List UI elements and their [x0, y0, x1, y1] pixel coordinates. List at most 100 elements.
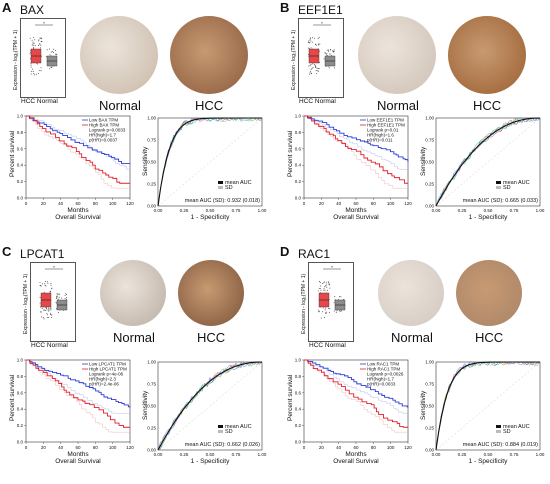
- roc-legend-mean-swatch: [496, 425, 501, 428]
- km-xtick-label: 20: [41, 201, 47, 206]
- tumor-point: [312, 63, 314, 65]
- tumor-point: [319, 43, 321, 45]
- tumor-point: [32, 41, 34, 43]
- tumor-point: [315, 43, 317, 45]
- tumor-point: [50, 309, 52, 311]
- roc-xlabel: 1 - Specificity: [469, 458, 508, 465]
- normal-point: [50, 66, 52, 68]
- tumor-point: [328, 284, 330, 286]
- sig-star: *: [43, 21, 45, 26]
- km-legend-entry: p(HR)=0.0037: [89, 138, 118, 143]
- tumor-point: [326, 289, 328, 291]
- tumor-point: [40, 311, 42, 313]
- km-ytick-label: 1.0: [295, 358, 302, 363]
- tumor-point: [327, 281, 329, 283]
- km-legend-entry: p(HR)=0.0033: [367, 382, 396, 387]
- tumor-point: [30, 73, 32, 75]
- tumor-point: [39, 37, 41, 39]
- boxplot-svg: *: [307, 21, 336, 75]
- km-xtick-label: 40: [58, 201, 64, 206]
- roc-ytick-label: 0.00: [425, 204, 434, 209]
- tumor-point: [323, 282, 325, 284]
- normal-point: [56, 308, 58, 310]
- normal-point: [331, 54, 333, 56]
- km-xtick-label: 40: [58, 445, 64, 450]
- km-xtick-label: 100: [387, 201, 395, 206]
- km-legend-entry: Low LPCAT1 TPM: [89, 362, 126, 367]
- tumor-point: [318, 44, 320, 46]
- normal-point: [66, 294, 68, 296]
- tumor-point: [317, 290, 319, 292]
- roc-mean-curve: [435, 117, 541, 207]
- gene-name: RAC1: [298, 247, 331, 261]
- km-legend-entry: High EEF1E1 TPM: [367, 123, 405, 128]
- roc-legend-sd-swatch: [496, 430, 501, 433]
- tumor-point: [310, 68, 312, 70]
- tumor-point: [311, 41, 313, 43]
- km-xtick-label: 80: [93, 201, 99, 206]
- normal-point: [334, 296, 336, 298]
- roc-legend-sd-swatch: [496, 186, 501, 189]
- roc-xtick-label: 1.00: [536, 452, 545, 457]
- roc-mean-curve: [157, 361, 263, 451]
- tumor-point: [324, 281, 326, 283]
- sig-star: *: [53, 265, 55, 270]
- km-xlabel-months: Months: [345, 207, 367, 214]
- tumor-point: [318, 43, 320, 45]
- tumor-point: [48, 307, 50, 309]
- km-xlabel-months: Months: [67, 451, 89, 458]
- roc-ytick-label: 0.25: [147, 182, 156, 187]
- km-legend-entry: HR(high)=1.6: [367, 133, 394, 138]
- tumor-point: [315, 70, 317, 72]
- normal-point: [55, 301, 57, 303]
- roc-mean-curve: [435, 361, 540, 451]
- normal-point: [45, 56, 47, 58]
- tumor-point: [322, 307, 324, 309]
- tumor-point: [318, 281, 320, 283]
- tumor-point: [29, 51, 31, 53]
- roc-diagonal: [157, 117, 263, 207]
- normal-point: [54, 49, 56, 51]
- roc-ytick-label: 0.75: [147, 382, 156, 387]
- normal-point: [329, 48, 331, 50]
- tumor-point: [318, 311, 320, 313]
- km-high-ci: [26, 359, 130, 433]
- km-high-ci: [304, 115, 408, 189]
- tumor-point: [307, 47, 309, 49]
- tumor-point: [42, 283, 44, 285]
- tumor-point: [40, 44, 42, 46]
- km-xtick-label: 100: [387, 445, 395, 450]
- roc-ytick-label: 0.75: [425, 138, 434, 143]
- tumor-point: [33, 72, 35, 74]
- gene-name: LPCAT1: [20, 247, 65, 261]
- roc-mean-curve: [157, 117, 262, 207]
- gene-name: EEF1E1: [298, 3, 343, 17]
- tumor-point: [309, 39, 311, 41]
- km-xtick-label: 20: [319, 445, 325, 450]
- km-xtick-label: 80: [371, 201, 377, 206]
- km-legend-entry: Logrank p=0.01: [367, 128, 399, 133]
- tumor-point: [46, 309, 48, 311]
- expression-boxplot: *: [308, 262, 354, 342]
- normal-point: [333, 51, 335, 53]
- km-xlabel-os: Overall Survival: [333, 214, 379, 221]
- tumor-point: [45, 280, 47, 282]
- tumor-point: [324, 290, 326, 292]
- tumor-point: [315, 44, 317, 46]
- normal-point: [57, 293, 59, 295]
- tumor-point: [49, 291, 51, 293]
- normal-label: Normal: [391, 330, 433, 345]
- roc-xtick-label: 0.25: [458, 452, 467, 457]
- roc-xtick-label: 0.50: [206, 208, 215, 213]
- roc-ytick-label: 1.00: [425, 360, 434, 365]
- tumor-point: [33, 46, 35, 48]
- km-plot: 0.0 0.2 0.4 0.6 0.8 1.0 0 20 40 60 80 100 120 Percent…: [287, 358, 412, 466]
- km-low-curve: [304, 359, 409, 408]
- km-xlabel-months: Months: [67, 207, 89, 214]
- tumor-point: [51, 317, 53, 319]
- expression-boxplot: *: [30, 262, 76, 342]
- boxplot-svg: *: [317, 265, 346, 319]
- roc-auc-text: mean AUC (SD): 0.662 (0.026): [185, 442, 260, 448]
- km-low-ci: [304, 359, 408, 414]
- roc-ytick-label: 0.50: [425, 404, 434, 409]
